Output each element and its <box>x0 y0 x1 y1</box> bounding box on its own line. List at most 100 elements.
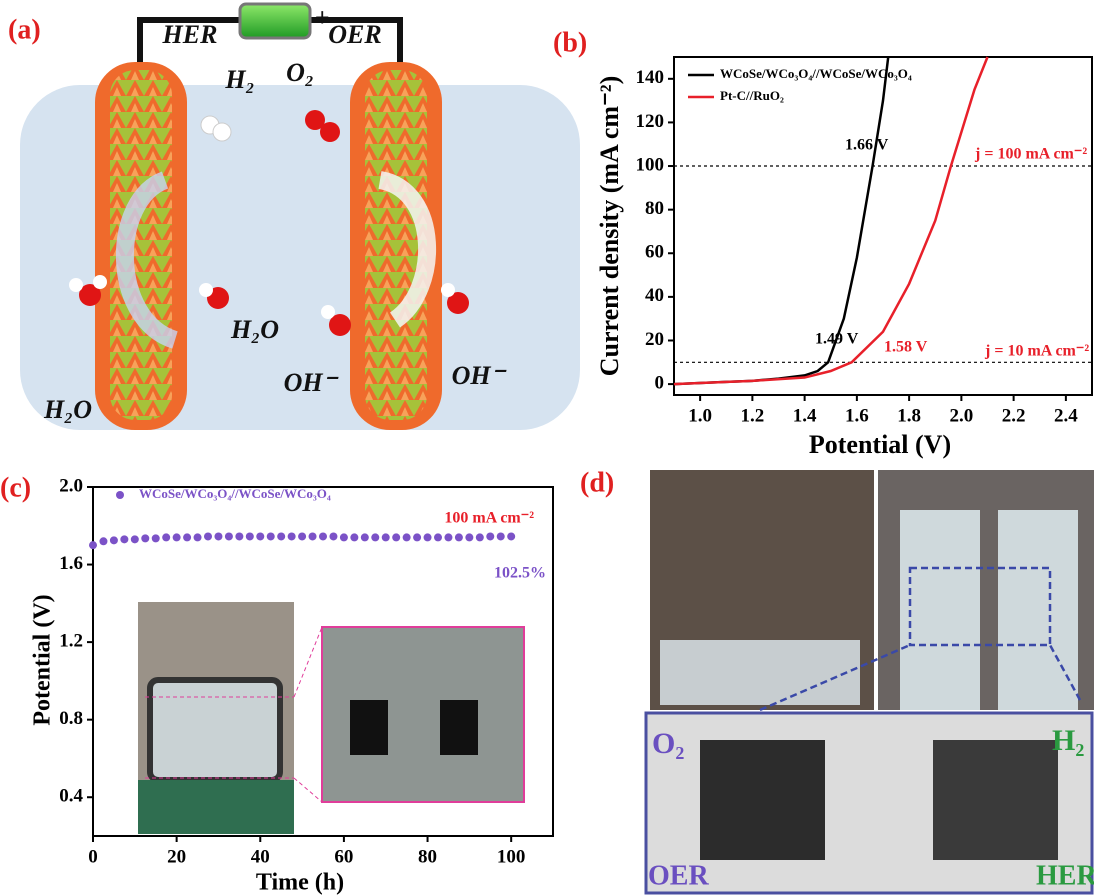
data-point <box>392 533 401 542</box>
reactant-label: H₂O <box>230 315 279 344</box>
electrode <box>365 70 427 420</box>
data-point <box>402 533 411 542</box>
data-point <box>329 532 338 541</box>
x-tick-label: 2.2 <box>1002 405 1026 426</box>
data-point <box>277 532 286 541</box>
photo-cell <box>147 677 283 783</box>
data-point <box>444 533 453 542</box>
data-point <box>298 532 307 541</box>
panel-label: (d) <box>580 467 614 498</box>
data-point <box>308 532 317 541</box>
panel-label: (b) <box>553 27 587 58</box>
data-point <box>89 541 97 550</box>
inset-photos <box>138 602 525 834</box>
y-tick-label: 100 <box>636 154 665 175</box>
y-tick-label: 140 <box>636 67 665 88</box>
data-point <box>120 535 129 544</box>
y-tick-label: 1.2 <box>59 630 83 651</box>
data-point <box>371 533 380 542</box>
photo-cell <box>998 510 1078 710</box>
x-tick-label: 0 <box>88 846 98 867</box>
y-tick-label: 1.6 <box>59 553 83 574</box>
photo-electrode <box>700 740 825 860</box>
data-line <box>673 56 989 386</box>
x-tick-label: 1.8 <box>897 405 921 426</box>
data-point <box>360 533 369 542</box>
data-point <box>319 532 327 541</box>
data-point <box>256 532 265 541</box>
data-point <box>235 532 244 541</box>
data-point <box>172 533 181 542</box>
gas-label: H₂ <box>224 65 254 94</box>
data-point <box>465 533 474 542</box>
x-tick-label: 60 <box>334 846 353 867</box>
data-point <box>245 532 254 541</box>
photo-electrode <box>933 740 1058 860</box>
data-point <box>214 532 223 541</box>
legend-label: Pt-C//RuO₂ <box>720 88 784 103</box>
data-point <box>486 532 495 541</box>
data-point <box>434 533 442 542</box>
y-tick-label: 80 <box>645 198 664 219</box>
y-tick-label: 20 <box>645 329 664 350</box>
x-tick-label: 20 <box>167 846 186 867</box>
data-point <box>162 533 171 542</box>
data-point <box>193 533 202 542</box>
annotation: 100 mA cm⁻² <box>444 510 534 527</box>
reactant-label: OH⁻ <box>284 368 339 397</box>
data-point <box>266 532 275 541</box>
x-axis-label: Potential (V) <box>809 430 951 459</box>
photo-label: OER <box>648 860 709 891</box>
photo-cell <box>660 640 860 705</box>
x-tick-label: 100 <box>497 846 526 867</box>
y-tick-label: 0 <box>655 372 665 393</box>
photo-electrode <box>350 700 388 755</box>
photo-cell <box>900 510 980 710</box>
annotation: 1.49 V <box>815 331 859 348</box>
x-tick-label: 1.0 <box>688 405 712 426</box>
data-point <box>287 532 296 541</box>
photos: O₂ H₂ OER HER <box>644 470 1094 895</box>
zoom-lines <box>759 566 1082 712</box>
panel-label: (a) <box>8 14 41 45</box>
plot-frame <box>673 56 1093 396</box>
y-tick-label: 60 <box>645 242 664 263</box>
data-point <box>151 534 160 543</box>
reactant-label: H₂O <box>43 395 92 424</box>
y-tick-label: 120 <box>636 111 665 132</box>
x-tick-label: 1.2 <box>741 405 765 426</box>
x-axis-label: Time (h) <box>256 870 344 895</box>
x-tick-label: 80 <box>418 846 437 867</box>
y-tick-label: 0.8 <box>59 708 83 729</box>
data-point <box>454 533 463 542</box>
battery <box>238 2 312 40</box>
legend-label: WCoSe/WCo₃O₄//WCoSe/WCo₃O₄ <box>720 66 912 81</box>
data-point <box>381 533 390 542</box>
legend-swatch <box>116 491 124 499</box>
gas-label: O₂ <box>286 58 314 87</box>
data-point <box>204 532 212 541</box>
data-point <box>413 533 422 542</box>
annotation: 1.66 V <box>845 137 889 154</box>
photo-label: H₂ <box>1052 724 1084 757</box>
data-point <box>496 532 505 541</box>
data-point <box>507 532 516 541</box>
arrow <box>116 171 179 349</box>
data-point <box>224 532 233 541</box>
diagram: − + HER OER H₂ O₂ H₂O H₂O OH⁻ OH⁻ <box>20 2 580 430</box>
data-point <box>475 533 484 542</box>
data-point <box>99 537 108 546</box>
data-point <box>130 535 139 544</box>
reactant-label: OH⁻ <box>452 361 507 390</box>
y-axis-label: Potential (V) <box>30 594 56 725</box>
data-point <box>183 533 192 542</box>
x-tick-label: 1.6 <box>845 405 869 426</box>
data-point <box>339 533 348 542</box>
y-axis-label: Current density (mA cm⁻²) <box>595 76 624 377</box>
y-tick-label: 0.4 <box>59 786 83 807</box>
y-tick-label: 2.0 <box>59 475 83 496</box>
x-tick-label: 2.4 <box>1054 405 1078 426</box>
electrode-label: OER <box>328 20 381 49</box>
electrode-label: HER <box>162 20 218 49</box>
panel-label: (c) <box>0 472 31 503</box>
